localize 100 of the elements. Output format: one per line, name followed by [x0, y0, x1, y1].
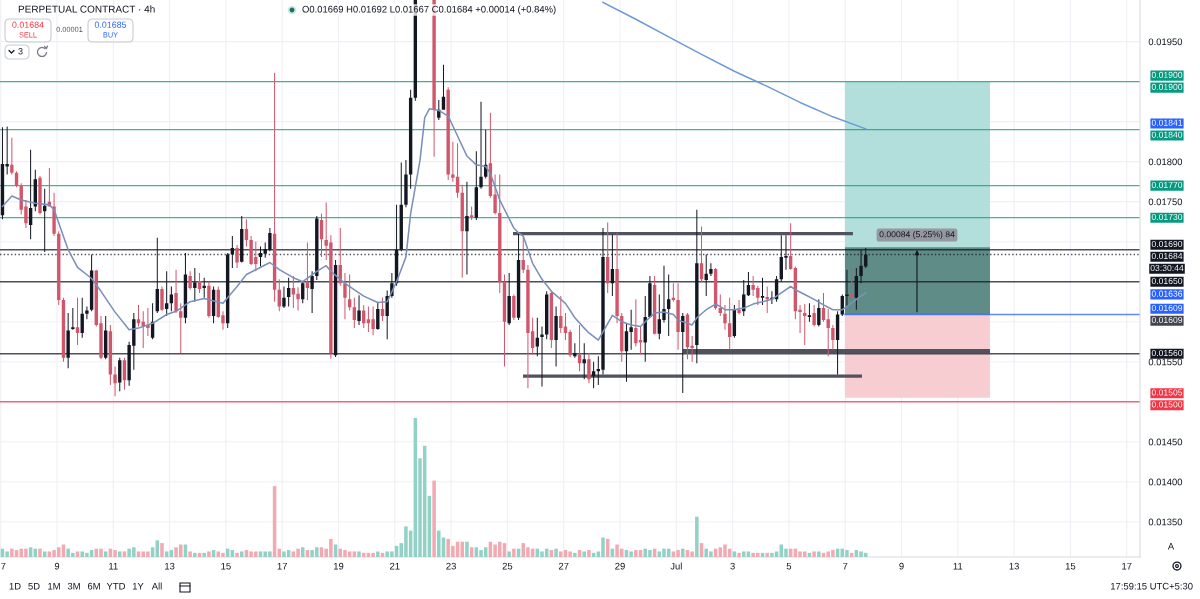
ref-line-label: 0.01690 [1151, 240, 1183, 248]
bar [164, 551, 169, 557]
bar [258, 551, 263, 557]
bar [5, 551, 9, 557]
x-tick-label: 11 [109, 562, 118, 570]
bar [239, 551, 244, 557]
x-tick-label: 15 [221, 562, 231, 570]
bar [662, 548, 666, 557]
bar [437, 530, 441, 557]
ref-line-label: 0.01650 [1151, 277, 1183, 285]
text: All [151, 582, 162, 590]
x-tick-label: 17 [1122, 562, 1132, 570]
bar [38, 548, 42, 557]
x-tick-label: 29 [615, 562, 625, 570]
bar [582, 551, 586, 557]
bar [681, 548, 685, 557]
text: 1M [48, 582, 60, 590]
ref-line-label: 0.01500 [1151, 401, 1183, 408]
text: 17:59:15 UTC+5:30 [1111, 582, 1193, 590]
bar [746, 551, 751, 557]
text: 0.01841 [1151, 119, 1183, 126]
bar [193, 552, 197, 557]
ref-line-label: 0.01684 [1151, 252, 1183, 260]
x-tick-label: 17 [277, 562, 287, 570]
bar [99, 548, 103, 557]
bar [568, 551, 572, 557]
x-tick-label: 13 [165, 562, 175, 570]
annotation: O0.01669 H0.01692 L0.01667 C0.01684 +0.00014 (+0.84%) [302, 5, 556, 15]
y-tick-label: 0.01800 [1148, 158, 1183, 166]
text: 0.01609 [1151, 304, 1183, 312]
text: YTD [106, 582, 125, 590]
ref-line-label: 0.01770 [1151, 181, 1183, 188]
ref-line-label: 0.01900 [1151, 83, 1183, 90]
bar [118, 551, 122, 557]
bar [812, 551, 816, 557]
x-tick-label: 21 [390, 562, 400, 570]
bar [657, 551, 662, 557]
bar [732, 551, 737, 557]
bar [113, 550, 117, 557]
bar [376, 551, 380, 557]
bar [507, 551, 511, 557]
bar [178, 544, 183, 557]
text: 03:30:44 [1150, 264, 1184, 272]
bar [202, 552, 206, 557]
text: A [1167, 542, 1175, 550]
bar [671, 551, 676, 557]
x-tick-label: 15 [1065, 562, 1076, 570]
bar [690, 551, 694, 557]
bar [629, 551, 633, 557]
bar [784, 548, 788, 557]
bar [859, 551, 863, 557]
bar [770, 552, 774, 557]
bar [554, 548, 558, 557]
bar [122, 551, 127, 557]
bar [343, 550, 347, 557]
x-tick-label: Jul [670, 562, 682, 570]
text: 0.01505 [1151, 389, 1183, 396]
bar [207, 551, 211, 557]
text: 5D [28, 582, 40, 590]
bar [160, 543, 164, 557]
chart-title: PERPETUAL CONTRACT · 4h [18, 5, 155, 13]
x-tick-label: 11 [953, 562, 963, 570]
bar [465, 541, 469, 557]
bar [75, 551, 80, 557]
text: 0.01900 [1151, 71, 1183, 78]
bar [676, 550, 680, 557]
line-series [602, 1, 867, 130]
bar [10, 548, 14, 557]
ref-line-label: 0.01840 [1151, 131, 1183, 138]
bar [136, 551, 141, 557]
ref-line-label: 0.01730 [1151, 213, 1183, 220]
text: 1D [9, 582, 21, 590]
bar [47, 551, 52, 557]
x-tick-label: 13 [1009, 562, 1019, 570]
bar [817, 551, 821, 557]
bar [357, 551, 361, 557]
text: 0.01636 [1151, 290, 1183, 297]
ref-line-label: 0.01560 [1151, 349, 1183, 357]
bar [188, 551, 192, 557]
bar [282, 551, 286, 557]
bar [802, 551, 807, 557]
text: 3M [67, 582, 80, 590]
text: 6M [87, 582, 100, 590]
x-tick-label: 9 [54, 562, 60, 570]
x-tick-label: 23 [446, 562, 456, 570]
x-tick-label: 19 [333, 562, 344, 570]
bar [291, 551, 296, 557]
x-tick-label: 7 [843, 562, 848, 570]
bar [371, 552, 375, 557]
bar [235, 552, 239, 557]
bar [695, 516, 699, 557]
bar [296, 548, 300, 557]
x-tick-label: 5 [786, 562, 792, 570]
bar [432, 480, 436, 557]
bar [601, 537, 605, 557]
text: 1Y [132, 582, 144, 590]
y-tick-label: 0.01750 [1148, 198, 1183, 206]
x-tick-label: 27 [558, 562, 569, 570]
bar [221, 552, 225, 557]
ref-line-label: 0.01609 [1151, 316, 1183, 324]
